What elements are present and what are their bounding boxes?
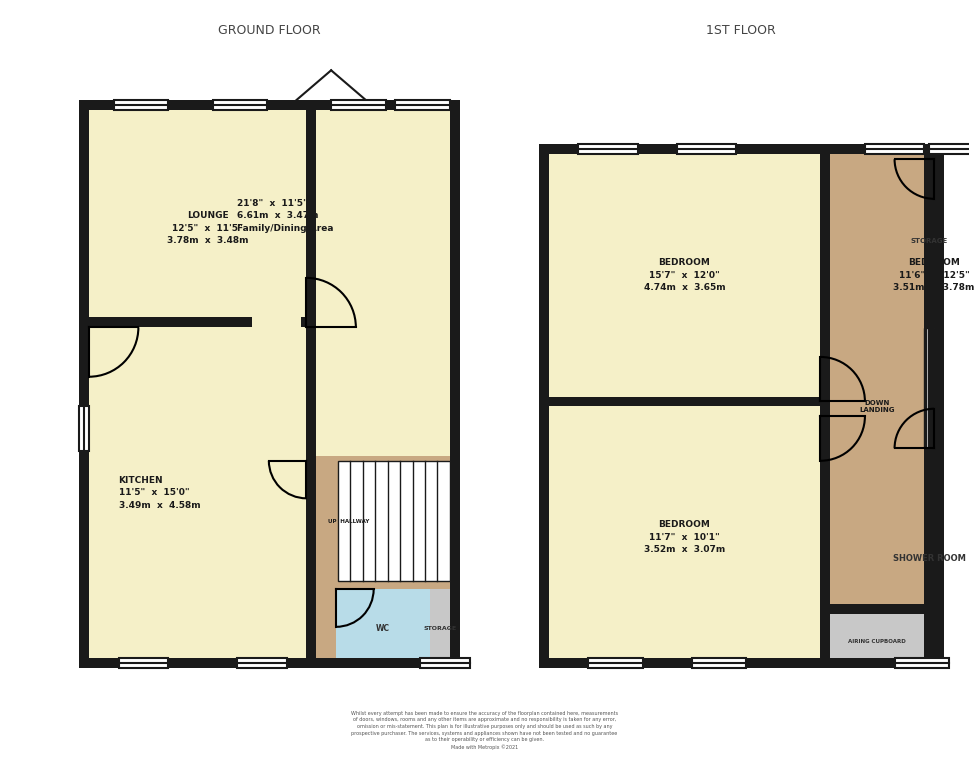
Bar bbox=[924, 448, 934, 668]
Bar bbox=[588, 658, 643, 668]
Bar bbox=[395, 100, 450, 110]
Bar bbox=[331, 100, 385, 110]
Bar bbox=[820, 144, 830, 668]
Bar bbox=[830, 614, 924, 668]
Text: STORAGE: STORAGE bbox=[423, 626, 457, 632]
Bar bbox=[420, 658, 469, 668]
Text: BEDROOM
11'7"  x  10'1"
3.52m  x  3.07m: BEDROOM 11'7" x 10'1" 3.52m x 3.07m bbox=[644, 521, 725, 554]
Bar bbox=[924, 144, 934, 668]
Bar bbox=[865, 144, 924, 154]
Bar bbox=[79, 100, 460, 110]
Text: STORAGE: STORAGE bbox=[910, 238, 948, 244]
Bar bbox=[830, 144, 924, 668]
Text: Whilst every attempt has been made to ensure the accuracy of the floorplan conta: Whilst every attempt has been made to en… bbox=[351, 711, 618, 749]
Text: DOWN
LANDING: DOWN LANDING bbox=[859, 400, 895, 413]
Text: LOUNGE
12'5"  x  11'5"
3.78m  x  3.48m: LOUNGE 12'5" x 11'5" 3.78m x 3.48m bbox=[167, 211, 248, 245]
Bar bbox=[924, 328, 934, 448]
Bar bbox=[317, 456, 460, 668]
Bar bbox=[924, 154, 934, 328]
Bar bbox=[539, 144, 944, 154]
Bar bbox=[929, 144, 980, 154]
Bar bbox=[79, 407, 89, 451]
Text: 1ST FLOOR: 1ST FLOOR bbox=[707, 24, 776, 37]
Bar bbox=[114, 100, 168, 110]
Bar bbox=[89, 318, 252, 328]
Bar bbox=[307, 100, 317, 456]
Bar bbox=[79, 100, 460, 668]
Bar bbox=[539, 144, 944, 668]
Bar bbox=[830, 604, 924, 614]
Bar bbox=[237, 658, 287, 668]
Bar bbox=[692, 658, 747, 668]
Bar bbox=[924, 448, 934, 458]
Bar bbox=[539, 658, 944, 668]
Bar bbox=[430, 589, 450, 668]
Bar bbox=[924, 328, 934, 337]
Bar bbox=[549, 397, 820, 407]
Text: GROUND FLOOR: GROUND FLOOR bbox=[218, 24, 320, 37]
Bar bbox=[450, 100, 460, 668]
Text: WC: WC bbox=[376, 624, 390, 633]
Text: BEDROOM
15'7"  x  12'0"
4.74m  x  3.65m: BEDROOM 15'7" x 12'0" 4.74m x 3.65m bbox=[644, 258, 725, 293]
Bar bbox=[79, 100, 89, 668]
Text: KITCHEN
11'5"  x  15'0"
3.49m  x  4.58m: KITCHEN 11'5" x 15'0" 3.49m x 4.58m bbox=[119, 476, 200, 510]
Text: BEDROOM
11'6"  x  12'5"
3.51m  x  3.78m: BEDROOM 11'6" x 12'5" 3.51m x 3.78m bbox=[894, 258, 975, 293]
Bar bbox=[338, 461, 450, 581]
Bar bbox=[895, 658, 949, 668]
Text: UP  HALLWAY: UP HALLWAY bbox=[328, 518, 369, 524]
Bar bbox=[213, 100, 267, 110]
Bar bbox=[307, 456, 317, 668]
Bar bbox=[302, 318, 307, 328]
Bar bbox=[336, 589, 430, 668]
Bar bbox=[578, 144, 638, 154]
Text: AIRING CUPBOARD: AIRING CUPBOARD bbox=[849, 638, 906, 644]
Bar bbox=[677, 144, 736, 154]
Text: 21'8"  x  11'5"
6.61m  x  3.47m
Family/Dining Area: 21'8" x 11'5" 6.61m x 3.47m Family/Dinin… bbox=[237, 199, 334, 233]
Bar bbox=[119, 658, 168, 668]
Bar bbox=[934, 144, 944, 668]
Bar bbox=[539, 144, 549, 668]
Bar bbox=[79, 658, 460, 668]
Text: SHOWER ROOM: SHOWER ROOM bbox=[893, 554, 965, 563]
